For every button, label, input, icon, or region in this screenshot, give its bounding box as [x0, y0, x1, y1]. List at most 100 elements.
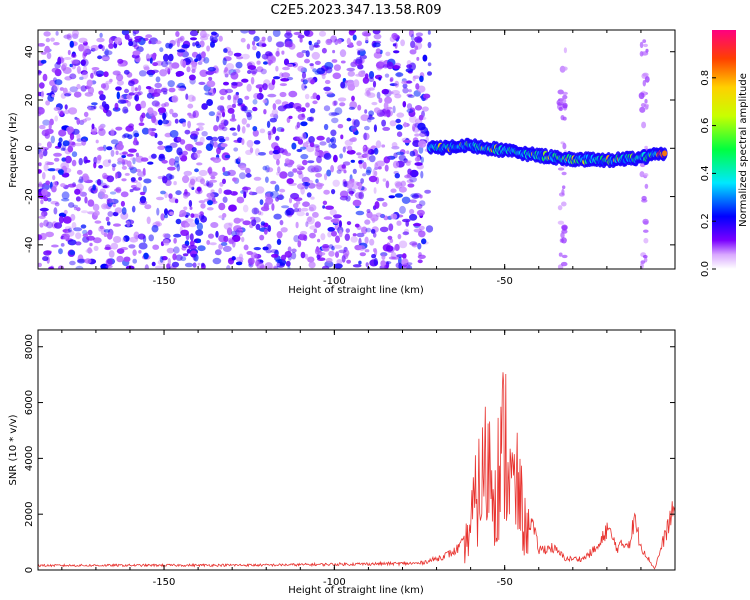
- noise-cell: [235, 61, 243, 69]
- noise-cell: [38, 43, 45, 47]
- noise-cell: [73, 91, 82, 98]
- noise-cell: [126, 153, 134, 157]
- noise-cell: [188, 244, 198, 250]
- noise-cell: [50, 265, 55, 269]
- colorbar-gradient: [712, 30, 736, 269]
- noise-cell: [157, 119, 163, 126]
- noise-cell: [339, 81, 348, 89]
- noise-cell: [220, 96, 225, 101]
- noise-cell: [215, 230, 219, 238]
- noise-cell: [131, 85, 135, 93]
- noise-cell: [253, 247, 261, 251]
- noise-cell: [52, 175, 56, 181]
- noise-cell: [266, 167, 274, 173]
- noise-cell: [366, 152, 370, 161]
- snr-ytick-label: 0: [24, 567, 35, 573]
- noise-cell: [233, 94, 240, 101]
- noise-cell: [126, 220, 131, 227]
- noise-cell: [64, 93, 72, 97]
- noise-cell: [98, 128, 106, 137]
- noise-cell: [303, 30, 310, 37]
- noise-cell: [117, 157, 125, 163]
- noise-cell: [284, 158, 290, 164]
- noise-cell: [281, 72, 291, 78]
- noise-cell: [375, 212, 382, 217]
- noise-cell: [255, 223, 261, 230]
- noise-cell: [62, 228, 71, 233]
- noise-cell: [213, 141, 218, 148]
- noise-cell: [173, 246, 180, 254]
- noise-cell: [231, 234, 241, 242]
- noise-cell: [338, 229, 343, 238]
- noise-cell: [276, 231, 283, 239]
- noise-cell: [369, 155, 376, 163]
- noise-cell: [273, 76, 281, 80]
- noise-cell: [251, 207, 260, 215]
- noise-cell: [101, 101, 107, 108]
- noise-cell: [296, 148, 303, 153]
- noise-cell: [270, 180, 277, 185]
- noise-cell: [137, 233, 146, 240]
- noise-cell: [207, 200, 213, 206]
- noise-cell: [182, 175, 190, 184]
- snr-frame: [37, 329, 676, 571]
- noise-cell: [72, 204, 79, 208]
- noise-cell: [116, 255, 124, 263]
- noise-cell: [222, 245, 232, 252]
- noise-cell: [395, 262, 403, 269]
- noise-cell: [61, 191, 70, 200]
- noise-cell: [260, 221, 266, 226]
- noise-cell: [220, 119, 229, 126]
- noise-cell: [312, 68, 317, 73]
- noise-cell: [115, 186, 122, 194]
- noise-cell: [158, 155, 166, 162]
- noise-cell: [288, 90, 298, 98]
- noise-cell: [382, 202, 388, 207]
- noise-cell: [144, 204, 152, 210]
- colorbar: 0.0 0.2 0.4 0.6 0.8 Normalized spectral ampl…: [700, 30, 749, 277]
- noise-cell: [361, 226, 368, 235]
- noise-cell: [42, 172, 46, 180]
- noise-cell: [163, 91, 168, 95]
- noise-cell: [330, 165, 334, 173]
- noise-cell: [367, 116, 375, 120]
- noise-cell: [167, 80, 175, 88]
- streak-cell: [561, 201, 567, 207]
- noise-cell: [46, 250, 52, 254]
- noise-cell: [132, 139, 139, 146]
- noise-cell: [241, 53, 250, 60]
- noise-cell: [194, 217, 200, 225]
- noise-cell: [292, 168, 298, 173]
- noise-cell: [204, 92, 213, 96]
- noise-cell: [346, 221, 352, 226]
- noise-cell: [173, 266, 177, 269]
- noise-cell: [403, 160, 412, 164]
- noise-cell: [115, 86, 122, 91]
- noise-cell: [51, 244, 59, 248]
- noise-cell: [269, 191, 279, 199]
- noise-cell: [406, 179, 414, 184]
- noise-cell: [263, 109, 267, 115]
- noise-cell: [391, 256, 400, 260]
- noise-cell: [285, 152, 292, 157]
- noise-cell: [222, 57, 227, 66]
- noise-cell: [140, 157, 149, 162]
- noise-cell: [401, 258, 409, 266]
- noise-cell: [409, 176, 417, 183]
- noise-cell: [223, 69, 228, 73]
- noise-cell: [101, 57, 110, 61]
- noise-cell: [240, 30, 249, 34]
- noise-cell: [182, 253, 189, 257]
- noise-cell: [296, 164, 302, 169]
- noise-cell: [324, 91, 333, 95]
- noise-cell: [414, 162, 423, 166]
- noise-cell: [167, 166, 176, 171]
- noise-cell: [201, 131, 208, 137]
- spec-ytick-label: 40: [24, 45, 35, 58]
- noise-cell: [135, 103, 142, 112]
- noise-cell: [323, 216, 333, 220]
- noise-cell: [406, 150, 410, 154]
- noise-cell: [318, 252, 326, 256]
- noise-cell: [176, 39, 180, 48]
- noise-cell: [366, 92, 376, 98]
